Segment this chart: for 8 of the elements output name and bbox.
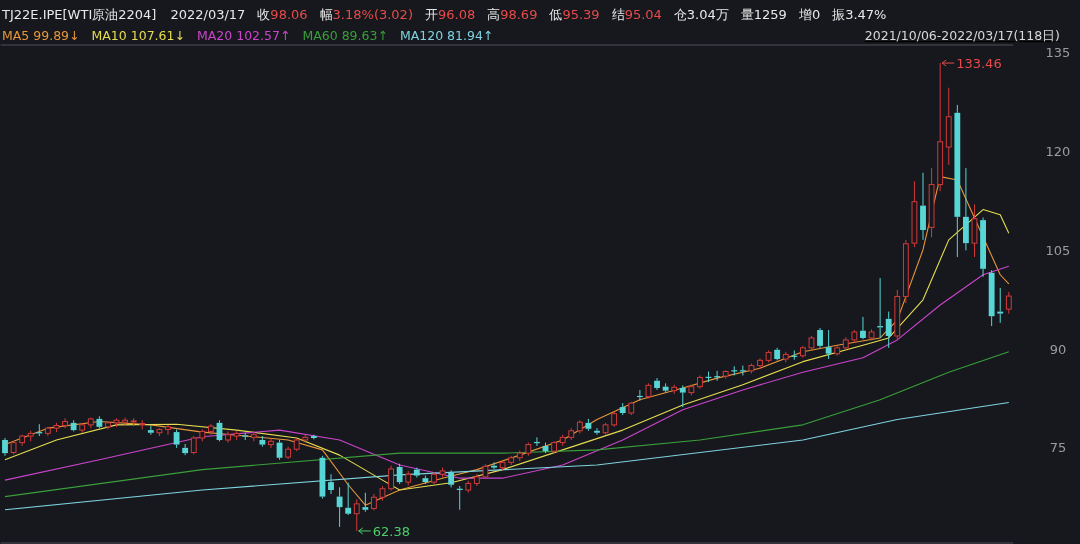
y-tick-label: 75 xyxy=(1049,440,1067,456)
y-tick-label: 120 xyxy=(1045,144,1071,160)
header: TJ22E.IPE[WTI原油2204] 2022/03/17 收98.06 幅3.18%(3.02) 开96.08 高98.69 低95.39 结95.04 仓3.04万 量1259 增0 振3.47% MA5 99.89↓ MA10 107.61↓ MA20 102.57↑ MA60 89.63↑ MA120 81.94↑ 2021/10/06-2022/03/17(118日) xyxy=(2,7,1060,43)
y-tick-label: 135 xyxy=(1045,45,1071,61)
annotation: 62.38 xyxy=(372,523,410,539)
annotation: 133.46 xyxy=(956,56,1002,72)
y-tick-label: 105 xyxy=(1045,242,1071,258)
y-tick-label: 90 xyxy=(1049,341,1067,357)
